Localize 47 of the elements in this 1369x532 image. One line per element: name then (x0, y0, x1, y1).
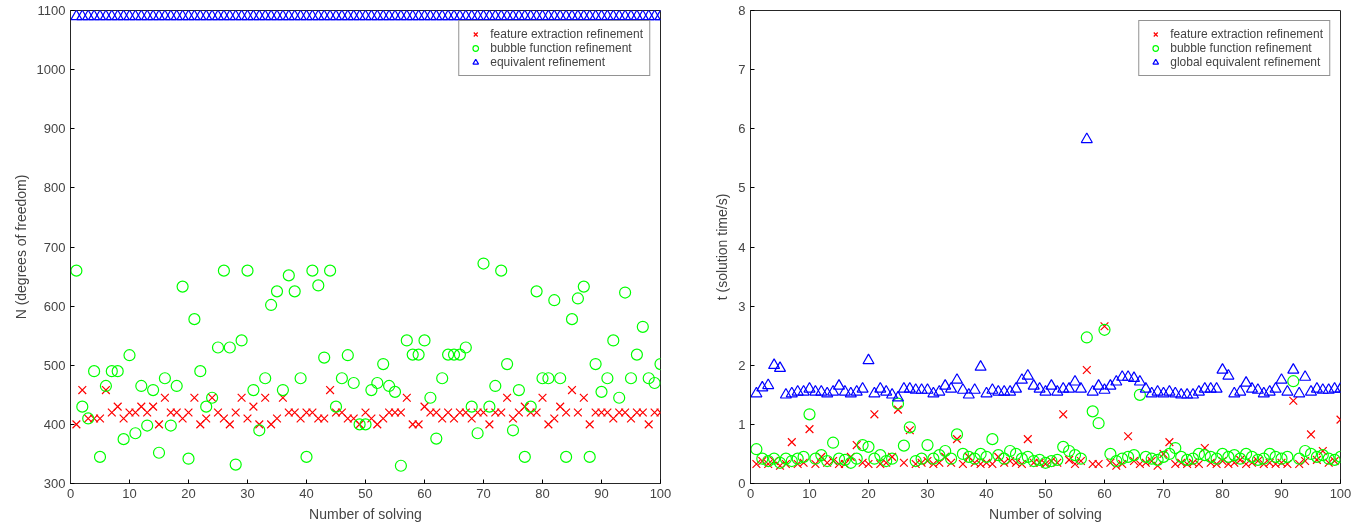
x-tick-label: 90 (594, 485, 609, 501)
x-tick-label: 40 (299, 485, 314, 501)
x-tick-label: 100 (649, 485, 672, 501)
y-tick-label: 1 (738, 416, 746, 432)
x-tick-label: 10 (802, 485, 817, 501)
legend-label: feature extraction refinement (1170, 27, 1323, 41)
x-tick-label: 30 (920, 485, 935, 501)
y-tick-label: 3 (738, 298, 746, 314)
y-tick-label: 600 (43, 298, 66, 314)
x-tick-label: 100 (1329, 485, 1352, 501)
y-tick-label: 1100 (37, 3, 66, 18)
x-tick-label: 50 (1038, 485, 1053, 501)
legend-label: global equivalent refinement (1170, 55, 1321, 69)
y-tick-label: 6 (738, 121, 746, 137)
y-tick-label: 8 (738, 3, 746, 18)
x-tick-label: 20 (181, 485, 196, 501)
x-tick-label: 40 (979, 485, 994, 501)
x-tick-label: 20 (861, 485, 876, 501)
y-tick-label: 300 (43, 476, 66, 491)
legend-label: feature extraction refinement (490, 27, 643, 41)
y-axis-title: t (solution time/s) (714, 193, 731, 301)
y-tick-label: 2 (738, 357, 746, 373)
x-axis-title: Number of solving (309, 505, 422, 522)
x-tick-label: 50 (358, 485, 373, 501)
y-tick-label: 700 (43, 239, 66, 255)
y-axis-title: N (degrees of freedom) (12, 174, 29, 320)
y-tick-label: 900 (43, 121, 66, 137)
x-tick-label: 30 (240, 485, 255, 501)
y-tick-label: 1000 (36, 62, 66, 78)
legend-label: equivalent refinement (490, 55, 605, 69)
y-tick-label: 800 (43, 180, 66, 196)
x-tick-label: 10 (122, 485, 137, 501)
x-axis-title: Number of solving (989, 505, 1102, 522)
x-tick-label: 70 (1156, 485, 1171, 501)
x-tick-label: 80 (535, 485, 550, 501)
x-tick-label: 80 (1215, 485, 1230, 501)
legend-label: bubble function refinement (1170, 41, 1312, 55)
x-tick-label: 60 (417, 485, 432, 501)
y-tick-label: 4 (738, 239, 746, 255)
legend-label: bubble function refinement (490, 41, 632, 55)
y-tick-label: 7 (738, 62, 746, 78)
y-tick-label: 500 (43, 357, 66, 373)
y-tick-label: 5 (738, 180, 746, 196)
x-tick-label: 70 (476, 485, 491, 501)
x-tick-label: 60 (1097, 485, 1112, 501)
x-tick-label: 90 (1274, 485, 1289, 501)
y-tick-label: 400 (43, 416, 66, 432)
